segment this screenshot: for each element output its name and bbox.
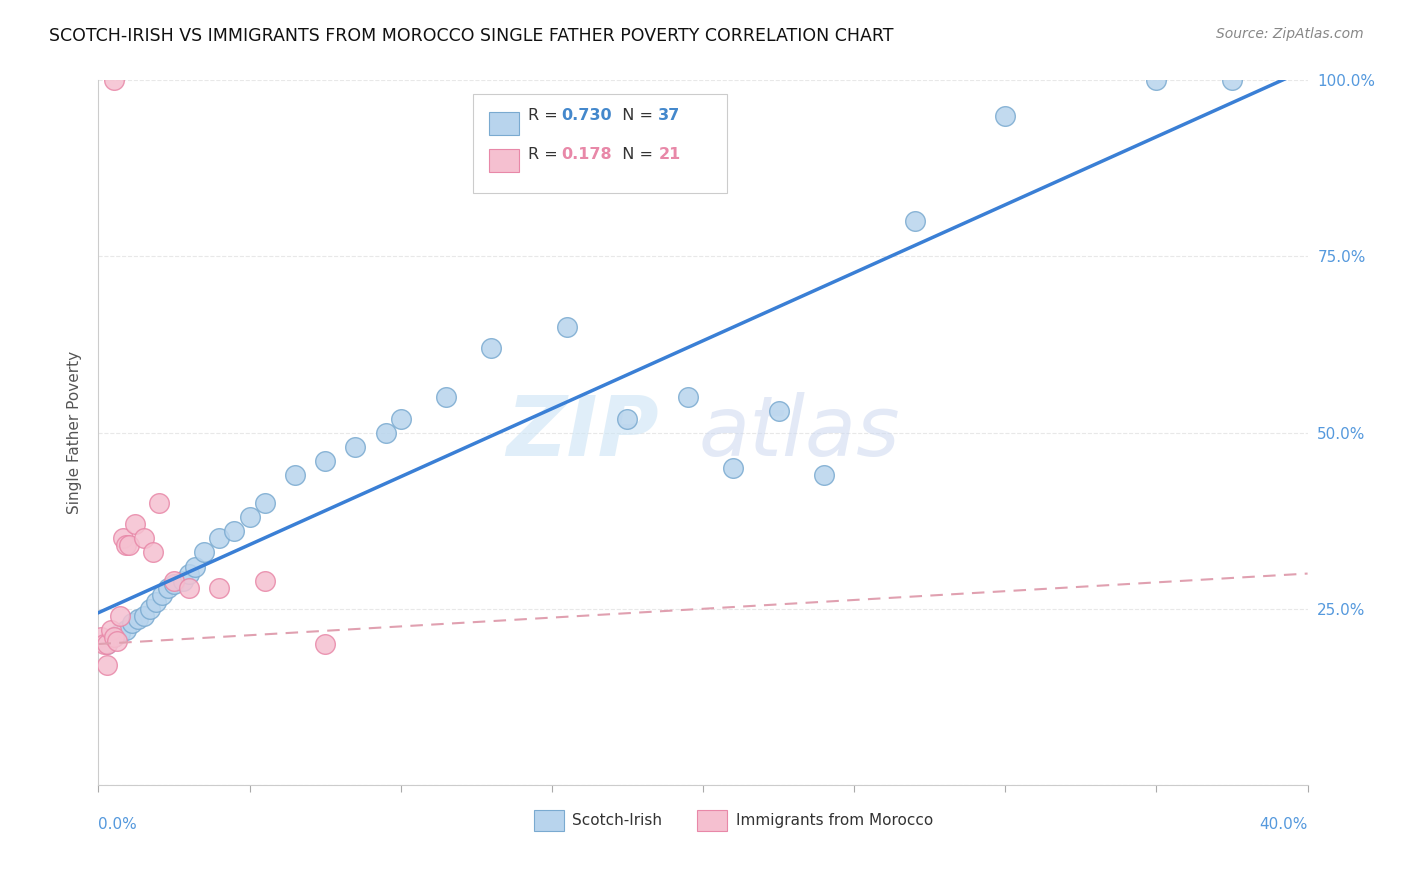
Point — [389, 411, 412, 425]
Point — [145, 595, 167, 609]
Point — [184, 559, 207, 574]
Point — [111, 532, 134, 546]
Text: Immigrants from Morocco: Immigrants from Morocco — [735, 813, 934, 828]
Point — [114, 623, 136, 637]
Point — [103, 73, 125, 87]
Point — [108, 608, 131, 623]
Text: N =: N = — [613, 147, 658, 161]
Point — [142, 545, 165, 559]
Bar — [489, 149, 519, 172]
Point — [172, 574, 194, 588]
Point — [96, 658, 118, 673]
Point — [239, 510, 262, 524]
Point — [118, 538, 141, 552]
Point — [344, 440, 367, 454]
Point — [132, 608, 155, 623]
Point — [284, 467, 307, 482]
Text: 37: 37 — [658, 108, 681, 123]
Point — [481, 341, 503, 355]
Point — [132, 532, 155, 546]
Point — [150, 588, 173, 602]
Point — [314, 454, 336, 468]
Point — [314, 637, 336, 651]
Point — [723, 460, 745, 475]
Text: R =: R = — [527, 108, 562, 123]
Point — [163, 574, 186, 588]
Text: N =: N = — [613, 108, 658, 123]
Point — [179, 566, 201, 581]
Point — [179, 581, 201, 595]
Point — [434, 391, 457, 405]
Point — [616, 411, 638, 425]
Text: Source: ZipAtlas.com: Source: ZipAtlas.com — [1216, 27, 1364, 41]
Point — [127, 612, 149, 626]
Point — [1220, 73, 1243, 87]
Text: Scotch-Irish: Scotch-Irish — [572, 813, 662, 828]
Point — [768, 404, 790, 418]
Point — [114, 538, 136, 552]
Point — [208, 581, 231, 595]
Text: 21: 21 — [658, 147, 681, 161]
Point — [103, 630, 125, 644]
Text: 40.0%: 40.0% — [1260, 817, 1308, 831]
Point — [96, 637, 118, 651]
Text: 0.178: 0.178 — [561, 147, 612, 161]
Point — [374, 425, 396, 440]
Point — [253, 574, 276, 588]
Text: 0.0%: 0.0% — [98, 817, 138, 831]
Point — [121, 615, 143, 630]
Text: atlas: atlas — [699, 392, 901, 473]
Point — [90, 630, 112, 644]
Point — [139, 601, 162, 615]
Point — [124, 517, 146, 532]
Text: ZIP: ZIP — [506, 392, 658, 473]
Point — [1146, 73, 1168, 87]
FancyBboxPatch shape — [474, 95, 727, 193]
Bar — [697, 810, 727, 830]
Point — [994, 108, 1017, 122]
Point — [103, 630, 125, 644]
Point — [224, 524, 246, 539]
Point — [105, 633, 128, 648]
Text: R =: R = — [527, 147, 562, 161]
Point — [676, 391, 699, 405]
Point — [555, 319, 578, 334]
Point — [253, 496, 276, 510]
Point — [193, 545, 215, 559]
Point — [108, 626, 131, 640]
Point — [100, 623, 122, 637]
Bar — [489, 112, 519, 135]
Point — [163, 577, 186, 591]
Point — [96, 637, 118, 651]
Point — [208, 532, 231, 546]
Point — [148, 496, 170, 510]
Y-axis label: Single Father Poverty: Single Father Poverty — [67, 351, 83, 514]
Bar — [534, 810, 564, 830]
Point — [156, 581, 179, 595]
Point — [904, 214, 927, 228]
Point — [93, 637, 115, 651]
Text: 0.730: 0.730 — [561, 108, 612, 123]
Point — [813, 467, 835, 482]
Text: SCOTCH-IRISH VS IMMIGRANTS FROM MOROCCO SINGLE FATHER POVERTY CORRELATION CHART: SCOTCH-IRISH VS IMMIGRANTS FROM MOROCCO … — [49, 27, 894, 45]
